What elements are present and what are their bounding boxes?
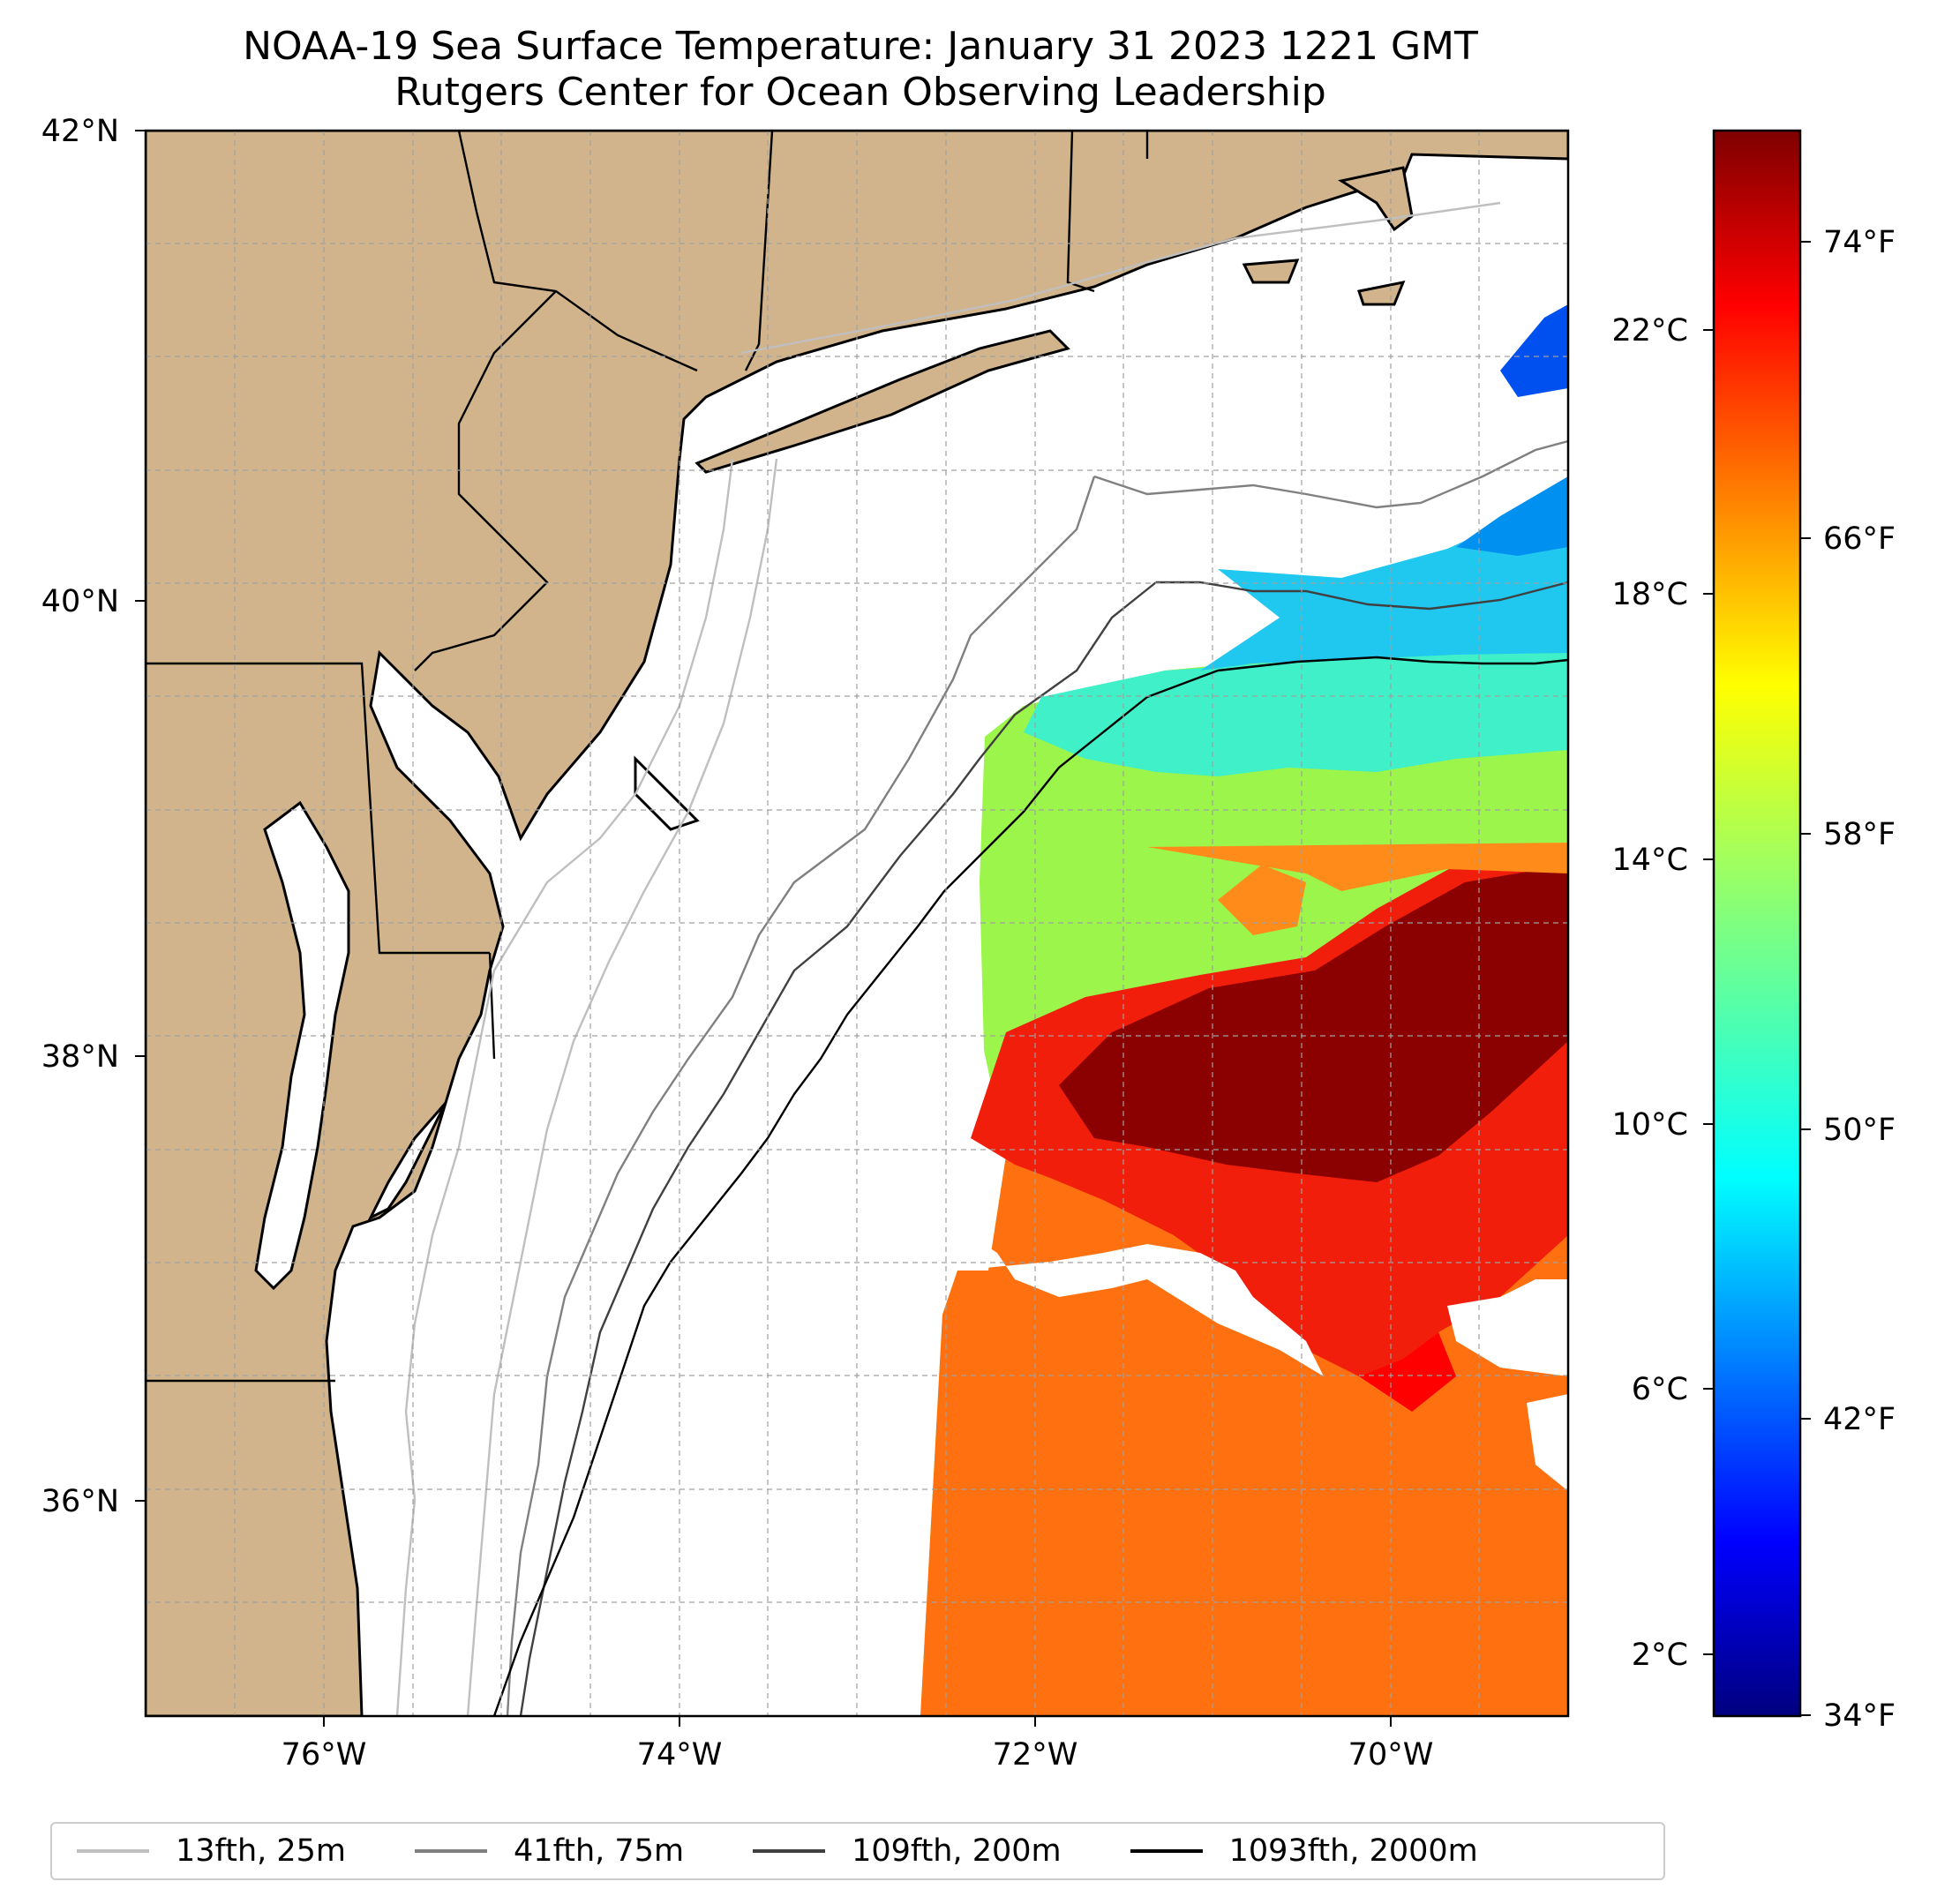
sst-field <box>920 304 1568 1716</box>
legend-item-2000m: 1093fth, 2000m <box>1130 1833 1478 1869</box>
isobaths <box>395 201 1568 1716</box>
colorbar-celsius-label: 18°C <box>1612 577 1688 612</box>
colorbar-celsius-label: 22°C <box>1612 313 1688 349</box>
lon-tick-label: 70°W <box>1348 1737 1434 1773</box>
colorbar <box>1712 129 1802 1718</box>
lat-tick-label: 36°N <box>41 1484 119 1519</box>
lat-tick-label: 42°N <box>41 114 119 149</box>
axis-ticks <box>135 130 1392 1727</box>
lon-tick-label: 72°W <box>993 1737 1078 1773</box>
colorbar-celsius-label: 10°C <box>1612 1107 1688 1143</box>
lat-tick-label: 38°N <box>41 1039 119 1075</box>
state-borders <box>146 131 1149 1383</box>
colorbar-fahrenheit-label: 42°F <box>1823 1402 1896 1437</box>
map-title: NOAA-19 Sea Surface Temperature: January… <box>243 24 1478 69</box>
colorbar-fahrenheit-label: 66°F <box>1823 521 1896 557</box>
colorbar-celsius-label: 14°C <box>1612 843 1688 878</box>
map-subtitle: Rutgers Center for Ocean Observing Leade… <box>394 70 1326 115</box>
legend-item-200m: 109fth, 200m <box>753 1833 1062 1869</box>
legend-label: 109fth, 200m <box>852 1833 1062 1869</box>
legend-label: 13fth, 25m <box>176 1833 347 1869</box>
colorbar-celsius-label: 2°C <box>1632 1638 1688 1673</box>
chesapeake-bay <box>254 755 700 1291</box>
land <box>146 131 1568 1716</box>
legend-swatch <box>415 1849 488 1853</box>
colorbar-celsius-label: 6°C <box>1632 1372 1688 1407</box>
lon-tick-label: 74°W <box>637 1737 723 1773</box>
colorbar-fahrenheit-label: 74°F <box>1823 225 1896 260</box>
lon-tick-label: 76°W <box>282 1737 367 1773</box>
legend-label: 41fth, 75m <box>514 1833 685 1869</box>
legend-item-25m: 13fth, 25m <box>77 1833 346 1869</box>
colorbar-fahrenheit-label: 34°F <box>1823 1698 1896 1734</box>
grid-lines <box>146 131 1568 1716</box>
legend-swatch <box>1130 1849 1203 1853</box>
colorbar-fahrenheit-label: 50°F <box>1823 1113 1896 1148</box>
lat-tick-label: 40°N <box>41 584 119 619</box>
map-frame <box>144 129 1570 1718</box>
colorbar-ticks <box>1703 241 1811 1716</box>
legend-label: 1093fth, 2000m <box>1228 1833 1478 1869</box>
contour-legend: 13fth, 25m 41fth, 75m 109fth, 200m 1093f… <box>50 1822 1665 1880</box>
legend-swatch <box>77 1849 149 1853</box>
legend-item-75m: 41fth, 75m <box>415 1833 684 1869</box>
legend-swatch <box>753 1849 826 1853</box>
colorbar-fahrenheit-label: 58°F <box>1823 817 1896 852</box>
long-island <box>694 166 1414 474</box>
